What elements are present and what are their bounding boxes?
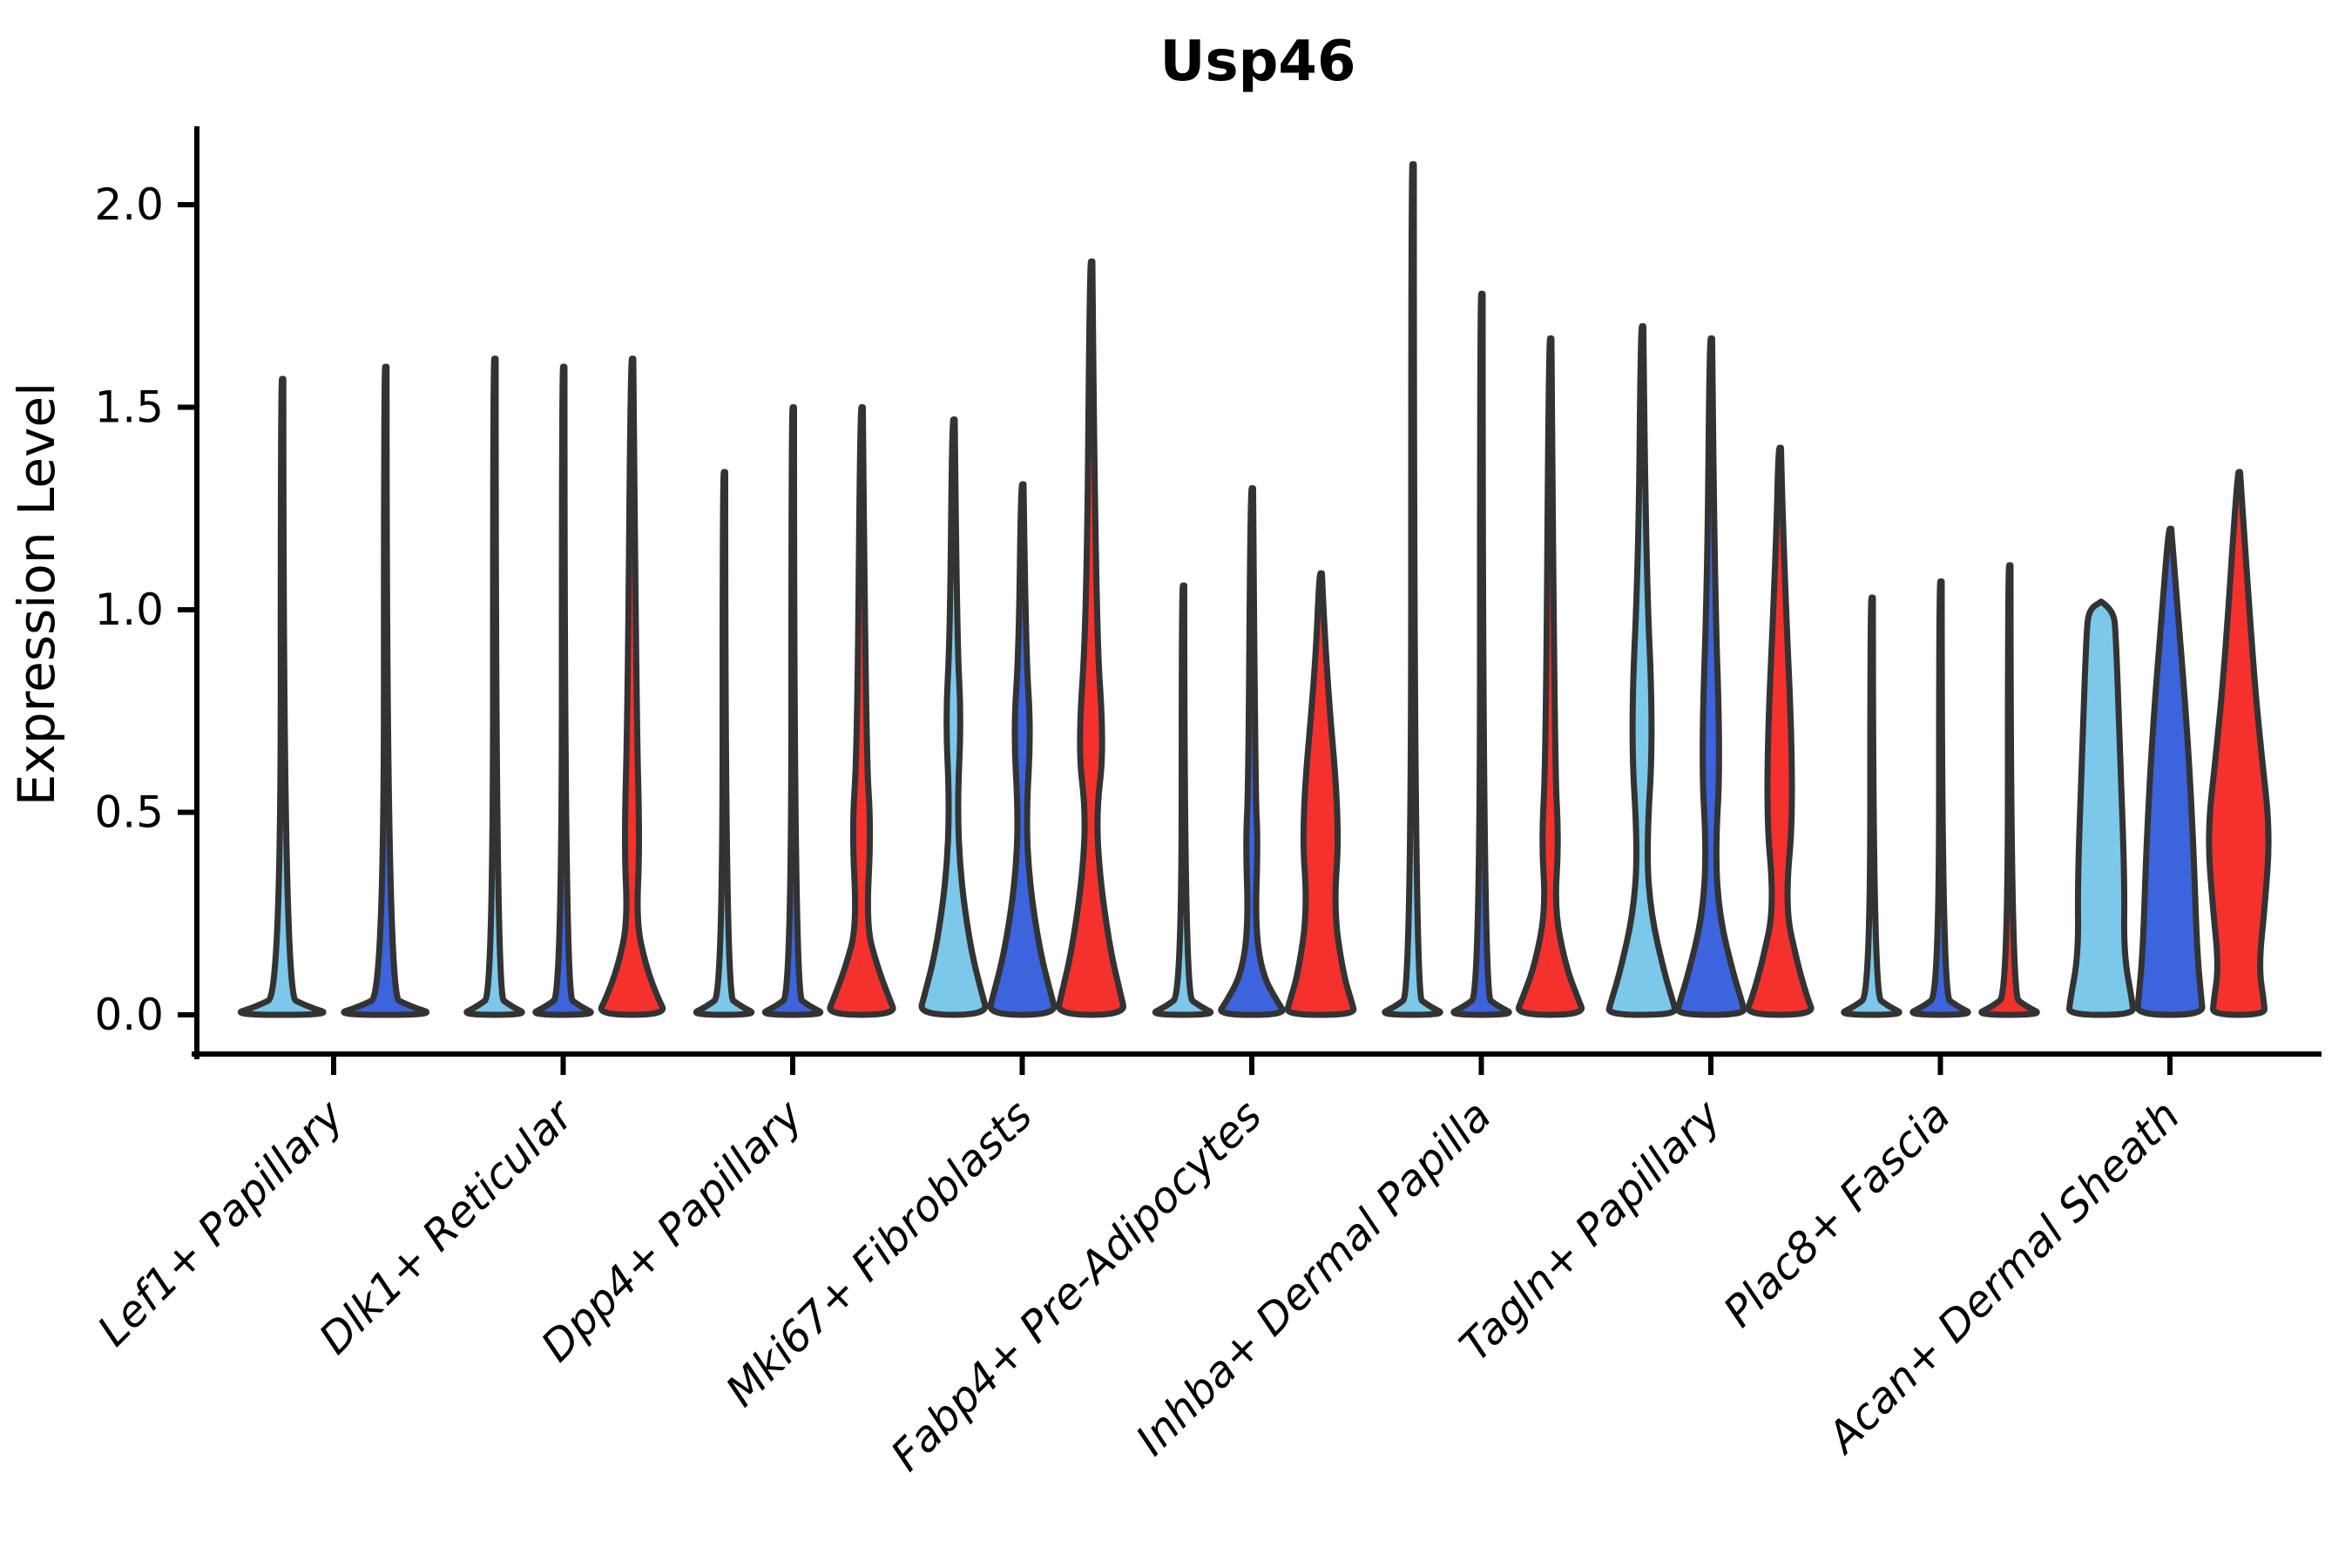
x-tick-label: Dlk1+ Reticular <box>309 1089 584 1363</box>
violin <box>1056 258 1126 1018</box>
violin <box>2066 598 2136 1018</box>
y-tick-label: 1.0 <box>94 585 164 635</box>
y-axis-ticks: 0.0 0.5 1.0 1.5 2.0 <box>94 179 197 1040</box>
violin <box>2206 469 2272 1018</box>
violin <box>463 355 525 1018</box>
chart-title: Usp46 <box>1160 30 1356 94</box>
violin <box>1978 562 2040 1018</box>
violin <box>761 404 824 1018</box>
violin <box>827 404 896 1018</box>
violin <box>1382 161 1443 1018</box>
y-tick-label: 2.0 <box>94 179 164 230</box>
violin <box>1674 335 1747 1018</box>
violin <box>237 375 327 1018</box>
violin <box>1516 335 1585 1018</box>
x-tick-label: Lef1+ Papillary <box>88 1090 354 1355</box>
violin <box>1218 485 1286 1018</box>
y-tick-label: 0.0 <box>94 990 164 1040</box>
violin <box>532 363 594 1018</box>
x-tick-label: Fabp4+ Pre-Adipocytes <box>882 1091 1272 1481</box>
x-tick-label: Plac8+ Fascia <box>1714 1091 1960 1336</box>
violin <box>693 469 755 1018</box>
violin <box>341 363 430 1018</box>
violin <box>1745 444 1815 1018</box>
violin <box>987 481 1058 1018</box>
violins-layer <box>237 161 2272 1018</box>
violin <box>1284 570 1357 1018</box>
violin <box>2134 525 2206 1018</box>
violin <box>1909 578 1971 1018</box>
y-tick-label: 0.5 <box>94 787 164 838</box>
y-tick-label: 1.5 <box>94 382 164 433</box>
violin <box>918 416 989 1018</box>
violin <box>1605 323 1679 1018</box>
violin <box>1152 582 1214 1018</box>
y-axis-title: Expression Level <box>7 382 66 806</box>
violin <box>1841 594 1903 1018</box>
violin <box>598 355 666 1018</box>
violin <box>1450 290 1512 1018</box>
